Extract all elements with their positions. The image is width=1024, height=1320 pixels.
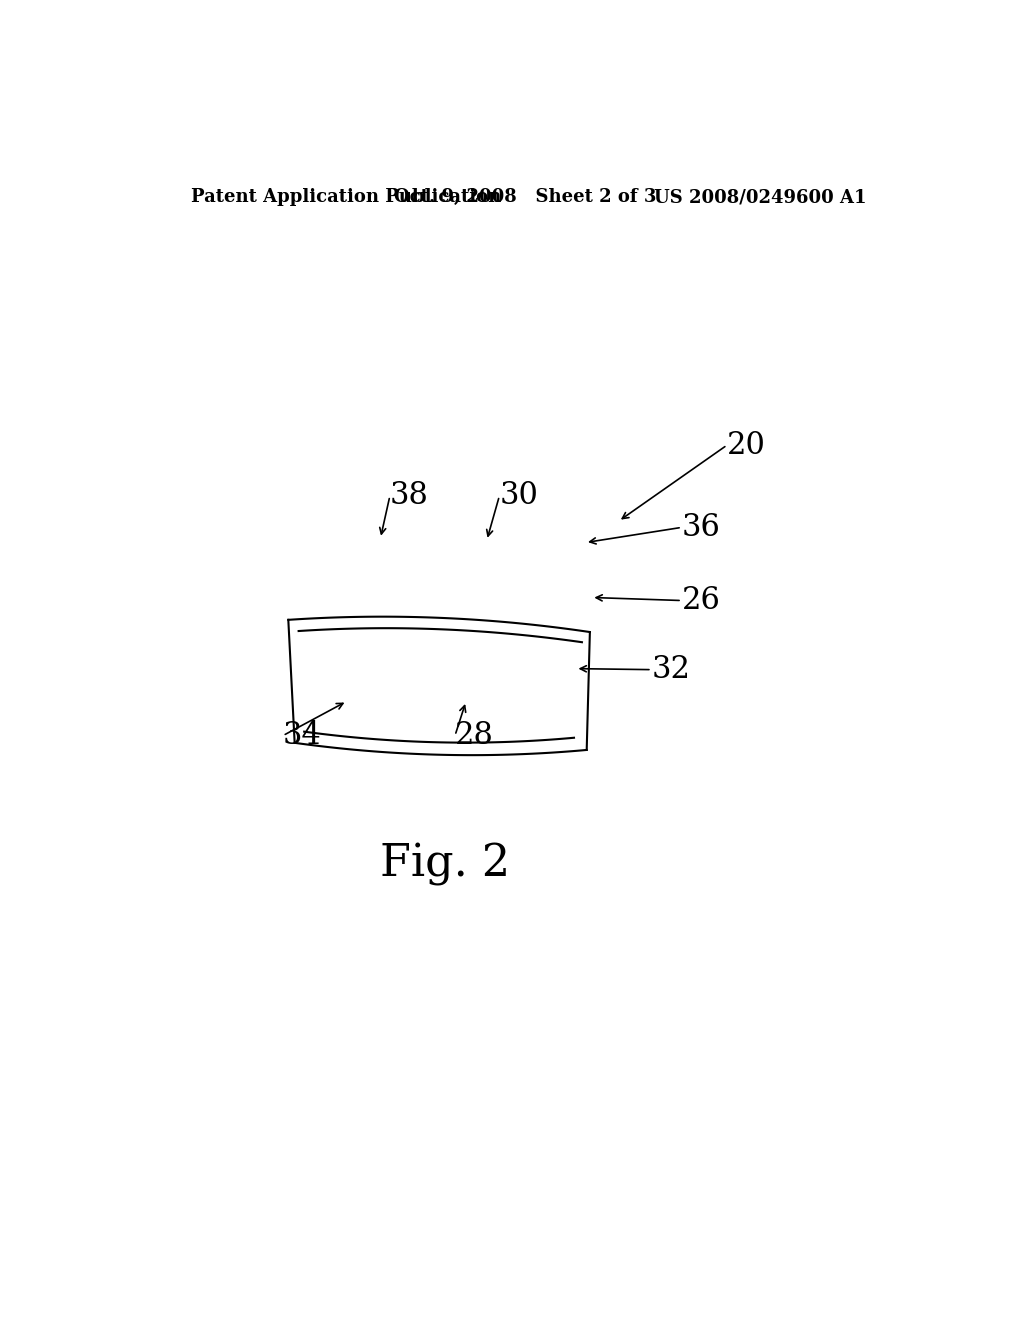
Text: 30: 30	[500, 480, 539, 511]
Text: 36: 36	[682, 512, 721, 543]
Text: Oct. 9, 2008   Sheet 2 of 3: Oct. 9, 2008 Sheet 2 of 3	[393, 187, 656, 206]
Polygon shape	[295, 731, 587, 755]
Text: 32: 32	[652, 655, 691, 685]
Text: 38: 38	[390, 480, 429, 511]
Polygon shape	[289, 616, 590, 643]
Text: 20: 20	[727, 429, 766, 461]
Text: Patent Application Publication: Patent Application Publication	[191, 187, 502, 206]
Text: 26: 26	[682, 585, 721, 616]
Text: 28: 28	[455, 721, 494, 751]
Text: 34: 34	[283, 721, 322, 751]
Text: Fig. 2: Fig. 2	[380, 843, 511, 887]
Text: US 2008/0249600 A1: US 2008/0249600 A1	[653, 187, 866, 206]
Polygon shape	[299, 628, 582, 743]
